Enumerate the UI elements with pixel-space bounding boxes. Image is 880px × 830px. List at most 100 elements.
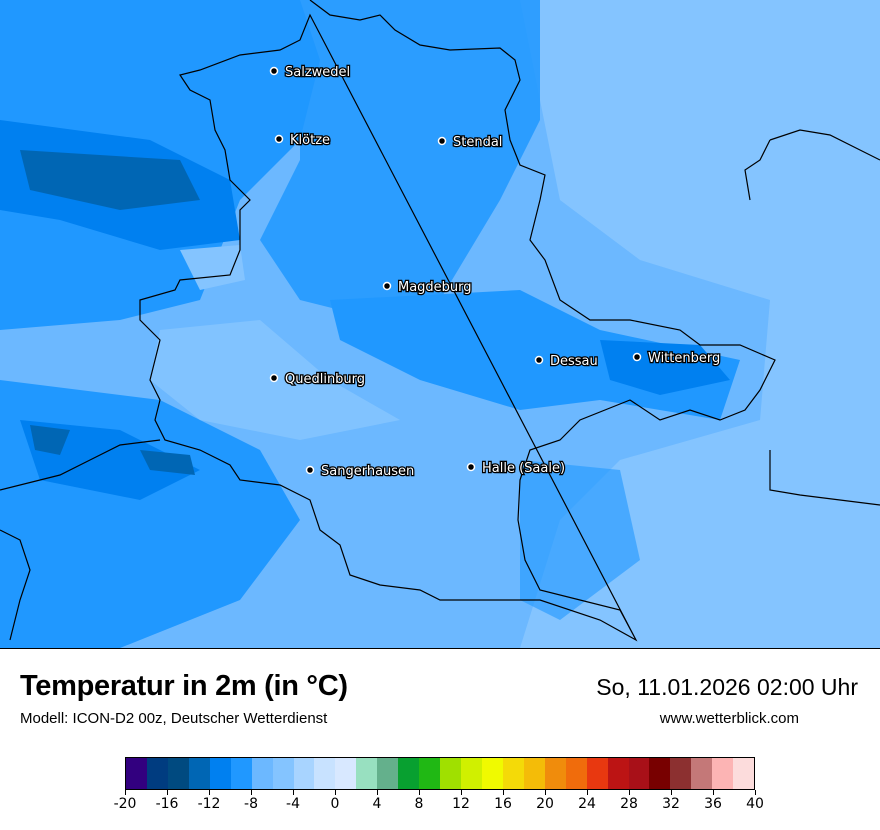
legend-tick — [460, 790, 462, 795]
city-label: Stendal — [453, 135, 502, 150]
city-dot-icon — [437, 136, 447, 146]
legend-tick — [376, 790, 378, 795]
legend-tick-label: -12 — [197, 796, 221, 812]
legend-swatch — [440, 758, 461, 789]
legend-swatch — [419, 758, 441, 789]
legend-swatch — [209, 758, 231, 789]
city-label: Quedlinburg — [285, 372, 365, 387]
city-label: Wittenberg — [648, 351, 720, 366]
city-wittenberg: Wittenberg — [632, 350, 722, 367]
legend-swatch — [691, 758, 713, 789]
legend-swatch — [670, 758, 692, 789]
color-legend — [125, 757, 755, 790]
legend-tick — [334, 790, 336, 795]
city-stendal: Stendal — [437, 134, 504, 151]
city-dot-icon — [274, 134, 284, 144]
temperature-map: Salzwedel Klötze Stendal Magdeburg Dessau Wit… — [0, 0, 880, 649]
legend-swatch — [628, 758, 650, 789]
city-label: Magdeburg — [398, 280, 472, 295]
legend-tick-label: 40 — [746, 796, 764, 812]
legend-swatch — [649, 758, 671, 789]
city-quedlinburg: Quedlinburg — [269, 371, 366, 388]
legend-swatch — [188, 758, 210, 789]
legend-swatch — [293, 758, 315, 789]
legend-swatch — [146, 758, 168, 789]
legend-tick — [628, 790, 630, 795]
legend-tick — [502, 790, 504, 795]
legend-ticks: -20 -16 -12 -8 -4 0 4 8 12 16 20 24 28 32 36 40 — [114, 790, 764, 820]
country-border — [0, 439, 161, 641]
legend-tick-label: -16 — [155, 796, 179, 812]
legend-swatch — [314, 758, 336, 789]
legend-swatch — [126, 758, 147, 789]
legend-swatch — [607, 758, 629, 789]
legend-tick — [124, 790, 126, 795]
city-dot-icon — [534, 355, 544, 365]
borders — [0, 0, 880, 642]
legend-tick-label: 28 — [620, 796, 638, 812]
legend-tick — [712, 790, 714, 795]
legend-swatch — [523, 758, 545, 789]
city-label: Klötze — [290, 133, 330, 148]
legend-swatch — [272, 758, 294, 789]
legend-swatch — [377, 758, 399, 789]
legend-tick-label: 8 — [414, 796, 424, 812]
legend-tick-label: 24 — [578, 796, 596, 812]
legend-tick-label: 32 — [662, 796, 680, 812]
country-border-east — [744, 129, 880, 506]
city-markers: Salzwedel Klötze Stendal Magdeburg Dessau Wit… — [269, 64, 722, 480]
legend-tick-label: -8 — [244, 796, 258, 812]
legend-tick — [754, 790, 756, 795]
city-label: Halle (Saale) — [482, 461, 565, 476]
legend-swatch — [733, 758, 755, 789]
legend-tick-label: 4 — [372, 796, 382, 812]
legend-swatch — [230, 758, 252, 789]
city-label: Salzwedel — [285, 65, 350, 80]
model-info: Modell: ICON-D2 00z, Deutscher Wetterdie… — [20, 710, 328, 727]
legend-tick — [250, 790, 252, 795]
city-klötze: Klötze — [274, 132, 331, 149]
city-dot-icon — [632, 352, 642, 362]
state-border — [139, 0, 776, 642]
legend-tick — [418, 790, 420, 795]
city-dessau: Dessau — [534, 353, 599, 370]
map-title: Temperatur in 2m (in °C) — [20, 670, 348, 702]
legend-swatch — [398, 758, 420, 789]
legend-tick-label: -4 — [286, 796, 300, 812]
city-dot-icon — [466, 462, 476, 472]
city-label: Dessau — [550, 354, 598, 369]
legend-swatch — [461, 758, 482, 789]
legend-tick — [586, 790, 588, 795]
city-label: Sangerhausen — [321, 464, 414, 479]
legend-tick-label: 12 — [452, 796, 470, 812]
legend-tick — [208, 790, 210, 795]
legend-swatch — [544, 758, 566, 789]
legend-swatch — [251, 758, 273, 789]
city-halle-saale-: Halle (Saale) — [466, 460, 566, 477]
legend-tick — [292, 790, 294, 795]
legend-tick-label: 36 — [704, 796, 722, 812]
legend-swatch — [712, 758, 734, 789]
legend-swatch — [167, 758, 189, 789]
city-dot-icon — [305, 465, 315, 475]
city-dot-icon — [269, 373, 279, 383]
legend-swatch — [335, 758, 357, 789]
legend-swatch — [586, 758, 608, 789]
legend-tick — [670, 790, 672, 795]
legend-swatch — [502, 758, 524, 789]
city-salzwedel: Salzwedel — [269, 64, 351, 81]
city-sangerhausen: Sangerhausen — [305, 463, 416, 480]
legend-tick-label: 0 — [330, 796, 340, 812]
legend-tick-label: 16 — [494, 796, 512, 812]
legend-tick — [544, 790, 546, 795]
legend-tick — [166, 790, 168, 795]
city-dot-icon — [382, 281, 392, 291]
website-link[interactable]: www.wetterblick.com — [659, 710, 799, 727]
forecast-datetime: So, 11.01.2026 02:00 Uhr — [596, 674, 858, 700]
legend-tick-label: 20 — [536, 796, 554, 812]
city-magdeburg: Magdeburg — [382, 279, 473, 296]
legend-swatch — [565, 758, 587, 789]
legend-swatch — [356, 758, 378, 789]
city-dot-icon — [269, 66, 279, 76]
legend-tick-label: -20 — [113, 796, 137, 812]
